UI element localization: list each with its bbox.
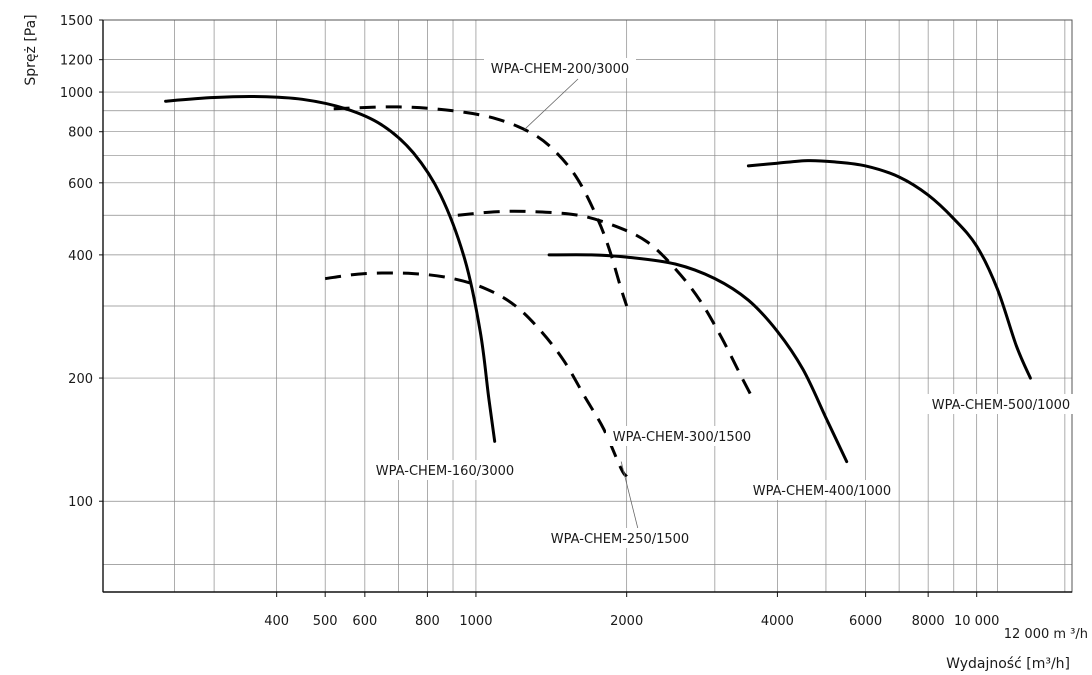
series-labels: WPA-CHEM-160/3000 WPA-CHEM-200/3000 WPA-CH… bbox=[369, 58, 1077, 548]
y-tick-label: 1200 bbox=[60, 54, 93, 69]
x-tick-label: 400 bbox=[264, 614, 289, 629]
series-curve-1 bbox=[333, 105, 629, 307]
x-tick-label: 500 bbox=[313, 614, 338, 629]
series-label-background bbox=[484, 58, 636, 78]
x-axis-unit-label: 12 000 m ³/h bbox=[1004, 627, 1088, 642]
tick-labels: 100 200 400 600 800 1000 1200 1500 400 500 600 800 1… bbox=[60, 14, 1088, 642]
series-label-2: WPA-CHEM-250/1500 bbox=[551, 532, 689, 547]
series-label-background bbox=[746, 480, 898, 500]
series-curve-5 bbox=[746, 159, 1032, 380]
series-label-4: WPA-CHEM-400/1000 bbox=[753, 484, 891, 499]
y-tick-label: 600 bbox=[68, 177, 93, 192]
series-label-background bbox=[544, 528, 696, 548]
x-tick-label: 2000 bbox=[610, 614, 643, 629]
series-label-background bbox=[369, 460, 521, 480]
leader-line bbox=[524, 78, 579, 130]
y-tick-label: 800 bbox=[68, 126, 93, 141]
y-tick-label: 400 bbox=[68, 249, 93, 264]
x-tick-label: 10 000 bbox=[954, 614, 1000, 629]
series-label-0: WPA-CHEM-160/3000 bbox=[376, 464, 514, 479]
leader-line bbox=[620, 461, 639, 530]
grid bbox=[103, 20, 1072, 592]
series-label-5: WPA-CHEM-500/1000 bbox=[932, 398, 1070, 413]
x-axis-title: Wydajność [m³/h] bbox=[946, 656, 1070, 672]
series-label-3: WPA-CHEM-300/1500 bbox=[613, 430, 751, 445]
x-tick-label: 800 bbox=[415, 614, 440, 629]
series-label-1: WPA-CHEM-200/3000 bbox=[491, 62, 629, 77]
x-tick-label: 600 bbox=[352, 614, 377, 629]
x-tick-label: 1000 bbox=[459, 614, 492, 629]
series-label-background bbox=[925, 394, 1077, 414]
x-tick-label: 8000 bbox=[912, 614, 945, 629]
series-curve-4 bbox=[547, 253, 849, 464]
series-label-background bbox=[606, 426, 758, 446]
curves bbox=[164, 94, 1032, 478]
y-axis-title: Spręż [Pa] bbox=[23, 14, 39, 85]
y-tick-label: 1500 bbox=[60, 14, 93, 29]
axes bbox=[102, 19, 1073, 593]
y-tick-label: 100 bbox=[68, 495, 93, 510]
x-tick-label: 4000 bbox=[761, 614, 794, 629]
series-curve-2 bbox=[325, 271, 628, 478]
x-tick-label: 6000 bbox=[849, 614, 882, 629]
y-tick-label: 200 bbox=[68, 372, 93, 387]
y-tick-label: 1000 bbox=[60, 86, 93, 101]
series-curve-0 bbox=[164, 94, 497, 443]
series-curve-3 bbox=[457, 209, 756, 403]
